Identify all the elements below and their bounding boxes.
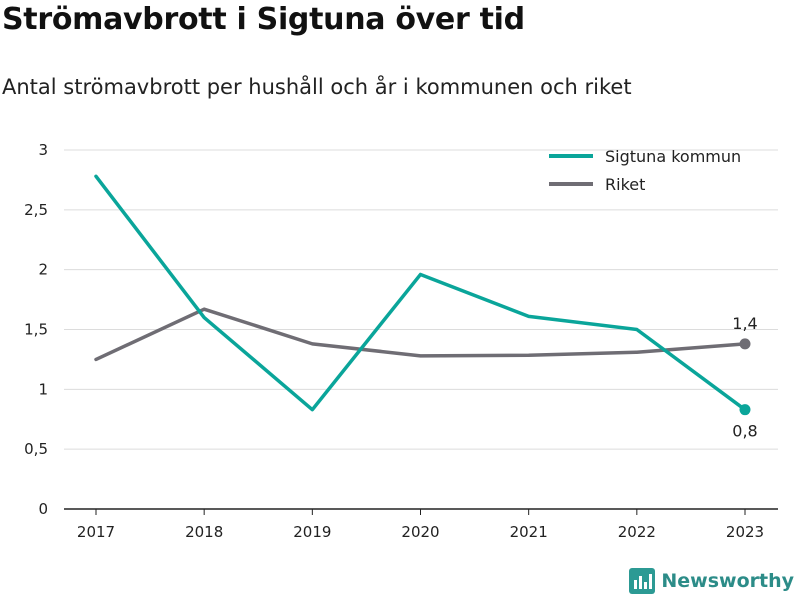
end-point xyxy=(739,404,751,416)
x-tick-label: 2021 xyxy=(510,523,548,541)
y-tick-label: 2 xyxy=(38,261,48,279)
series-line-riket xyxy=(94,307,747,362)
y-tick-label: 3 xyxy=(38,141,48,159)
y-tick-label: 1 xyxy=(38,380,48,398)
series-line-sigtuna xyxy=(94,174,747,412)
newsworthy-logo-icon xyxy=(629,568,656,594)
brand-name: Newsworthy xyxy=(661,570,794,592)
series-lines: 1,4 0,8 xyxy=(94,174,758,441)
x-axis: 2017 2018 2019 2020 2021 2022 2023 xyxy=(64,508,778,541)
y-tick-label: 0 xyxy=(38,500,48,518)
end-point xyxy=(739,338,751,350)
y-tick-label: 1,5 xyxy=(24,321,48,339)
x-tick-label: 2017 xyxy=(77,523,115,541)
legend-label: Riket xyxy=(605,175,645,194)
x-tick-label: 2023 xyxy=(726,523,764,541)
brand-logo: Newsworthy xyxy=(629,568,794,594)
y-tick-label: 0,5 xyxy=(24,440,48,458)
y-tick-label: 2,5 xyxy=(24,201,48,219)
end-value-label: 1,4 xyxy=(732,314,757,333)
gridlines xyxy=(64,149,778,450)
x-tick-label: 2019 xyxy=(293,523,331,541)
legend: Sigtuna kommun Riket xyxy=(549,147,741,194)
chart-title: Strömavbrott i Sigtuna över tid xyxy=(2,2,525,37)
y-axis: 0 0,5 1 1,5 2 2,5 3 xyxy=(24,141,48,518)
chart-subtitle: Antal strömavbrott per hushåll och år i … xyxy=(2,75,632,99)
legend-label: Sigtuna kommun xyxy=(605,147,741,166)
end-value-label: 0,8 xyxy=(732,422,757,441)
x-tick-label: 2020 xyxy=(401,523,439,541)
x-tick-label: 2018 xyxy=(185,523,223,541)
x-tick-label: 2022 xyxy=(618,523,656,541)
